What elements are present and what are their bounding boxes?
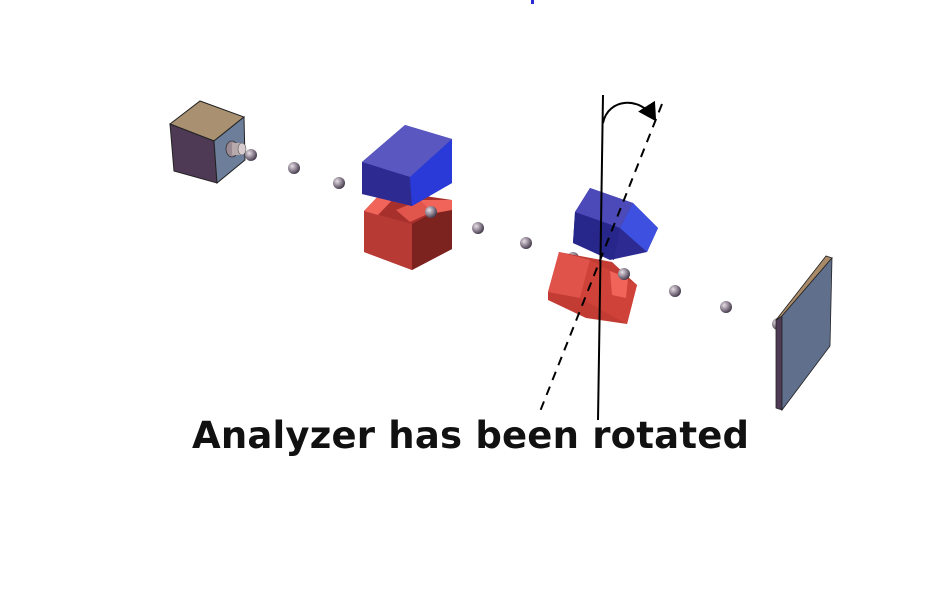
rotated-axis-line xyxy=(538,103,663,415)
diagram-caption: Analyzer has been rotated xyxy=(192,414,750,457)
rotated-stern-gerlach-magnet-icon xyxy=(548,188,658,324)
detector-screen-icon xyxy=(775,255,833,412)
oven-source-icon xyxy=(168,100,247,185)
curved-rotation-arrow-icon xyxy=(602,100,657,124)
stern-gerlach-magnet-icon xyxy=(362,125,452,270)
top-mark xyxy=(531,0,534,4)
particle-beam-icon xyxy=(618,268,784,330)
